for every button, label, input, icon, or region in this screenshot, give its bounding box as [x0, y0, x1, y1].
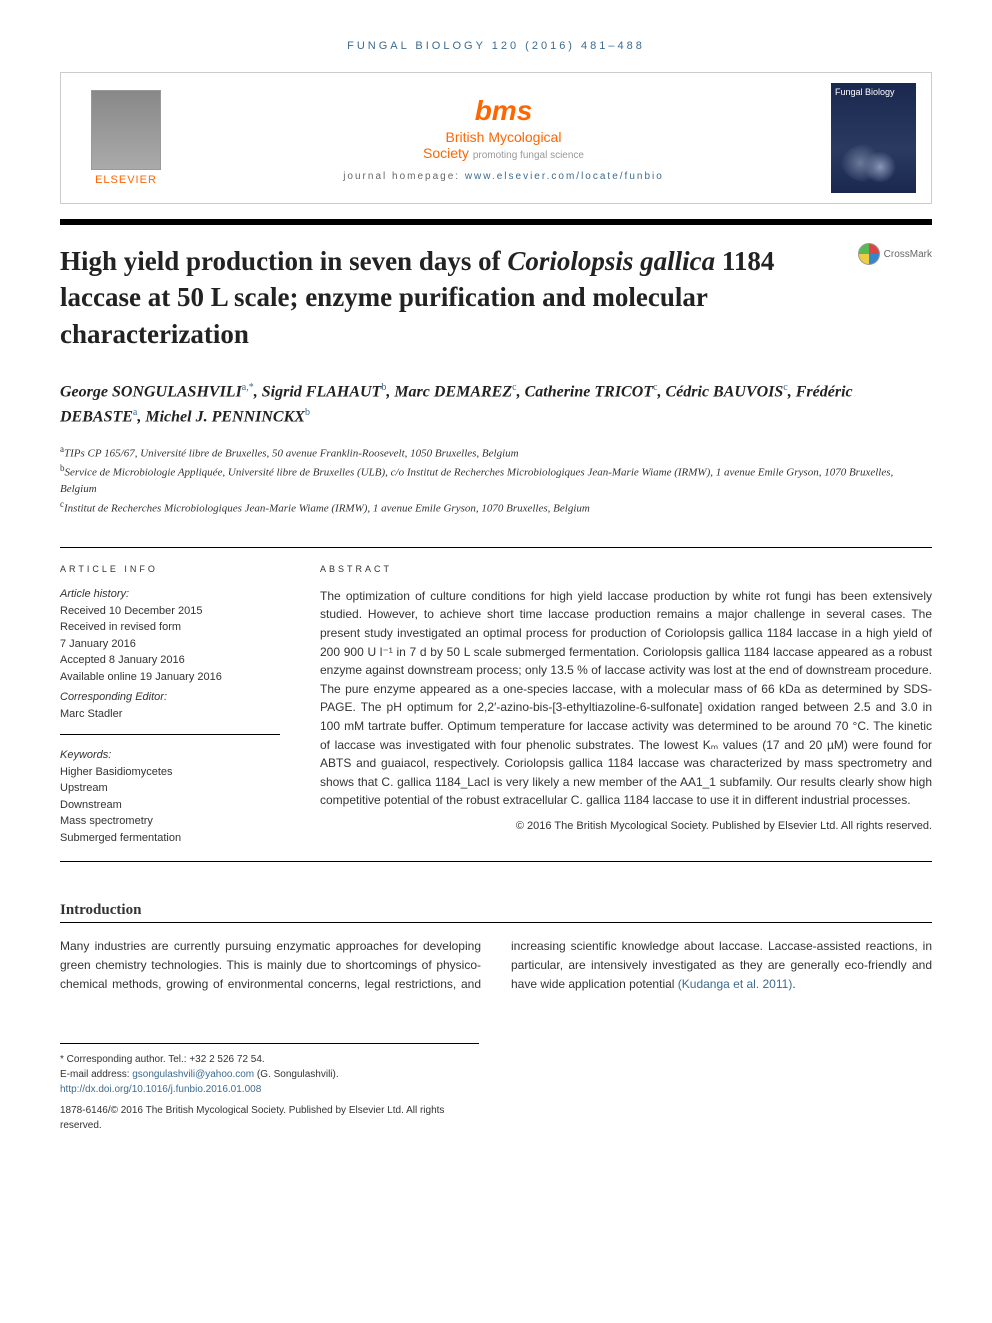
- keyword: Upstream: [60, 780, 280, 797]
- header-banner: ELSEVIER bms British Mycological Society…: [60, 72, 932, 204]
- corr-tel: Tel.: +32 2 526 72 54.: [166, 1054, 265, 1065]
- affiliations: aTIPs CP 165/67, Université libre de Bru…: [60, 443, 932, 517]
- cover-title: Fungal Biology: [835, 87, 895, 97]
- article-info-heading: ARTICLE INFO: [60, 563, 280, 577]
- bms-logo: bms: [475, 95, 533, 127]
- bms-name-1: British Mycological: [446, 129, 562, 145]
- homepage-label: journal homepage:: [343, 171, 465, 182]
- abstract-copyright: © 2016 The British Mycological Society. …: [320, 818, 932, 835]
- intro-period: .: [792, 977, 795, 991]
- article-info: ARTICLE INFO Article history: Received 1…: [60, 563, 280, 847]
- bms-name-2: Society: [423, 145, 469, 161]
- history-line: 7 January 2016: [60, 636, 280, 653]
- editor-name: Marc Stadler: [60, 706, 280, 723]
- corr-email-link[interactable]: gsongulashvili@yahoo.com: [132, 1069, 254, 1080]
- email-author: (G. Songulashvili).: [254, 1069, 338, 1080]
- authors: George SONGULASHVILIa,*, Sigrid FLAHAUTb…: [60, 380, 932, 429]
- bms-tagline: promoting fungal science: [473, 150, 584, 161]
- footnotes: * Corresponding author. Tel.: +32 2 526 …: [60, 1043, 479, 1133]
- history-line: Received 10 December 2015: [60, 603, 280, 620]
- crossmark-badge[interactable]: CrossMark: [858, 243, 932, 265]
- intro-body: Many industries are currently pursuing e…: [60, 937, 932, 993]
- abstract-heading: ABSTRACT: [320, 563, 932, 577]
- homepage-link[interactable]: www.elsevier.com/locate/funbio: [465, 171, 664, 182]
- affiliation: bService de Microbiologie Appliquée, Uni…: [60, 462, 932, 498]
- affiliation: aTIPs CP 165/67, Université libre de Bru…: [60, 443, 932, 462]
- issn-copyright: 1878-6146/© 2016 The British Mycological…: [60, 1103, 479, 1133]
- affiliation: cInstitut de Recherches Microbiologiques…: [60, 498, 932, 517]
- crossmark-icon: [858, 243, 880, 265]
- title-part-1: High yield production in seven days of: [60, 246, 507, 276]
- abstract: ABSTRACT The optimization of culture con…: [320, 563, 932, 847]
- intro-ref[interactable]: (Kudanga et al. 2011): [678, 977, 793, 991]
- email-label: E-mail address:: [60, 1069, 132, 1080]
- journal-homepage: journal homepage: www.elsevier.com/locat…: [176, 171, 831, 182]
- editor-label: Corresponding Editor:: [60, 689, 280, 706]
- history-line: Available online 19 January 2016: [60, 669, 280, 686]
- keywords-label: Keywords:: [60, 747, 280, 764]
- journal-cover-thumb: Fungal Biology: [831, 83, 916, 193]
- history-line: Received in revised form: [60, 619, 280, 636]
- elsevier-label: ELSEVIER: [95, 174, 157, 186]
- history-label: Article history:: [60, 586, 280, 603]
- keyword: Mass spectrometry: [60, 813, 280, 830]
- bms-society-name: British Mycological Society promoting fu…: [176, 129, 831, 161]
- abstract-text: The optimization of culture conditions f…: [320, 587, 932, 810]
- elsevier-logo: ELSEVIER: [76, 90, 176, 186]
- doi-link[interactable]: http://dx.doi.org/10.1016/j.funbio.2016.…: [60, 1084, 261, 1095]
- title-species: Coriolopsis gallica: [507, 246, 715, 276]
- corr-author-label: * Corresponding author.: [60, 1054, 166, 1065]
- history-line: Accepted 8 January 2016: [60, 652, 280, 669]
- keyword: Higher Basidiomycetes: [60, 764, 280, 781]
- keyword: Downstream: [60, 797, 280, 814]
- elsevier-tree-icon: [91, 90, 161, 170]
- publisher-center: bms British Mycological Society promotin…: [176, 95, 831, 182]
- article-title: High yield production in seven days of C…: [60, 243, 838, 352]
- divider-bar: [60, 219, 932, 225]
- keyword: Submerged fermentation: [60, 830, 280, 847]
- running-head: FUNGAL BIOLOGY 120 (2016) 481–488: [60, 40, 932, 52]
- bms-brand: bms: [475, 95, 533, 126]
- crossmark-label: CrossMark: [884, 249, 932, 260]
- intro-heading: Introduction: [60, 902, 932, 923]
